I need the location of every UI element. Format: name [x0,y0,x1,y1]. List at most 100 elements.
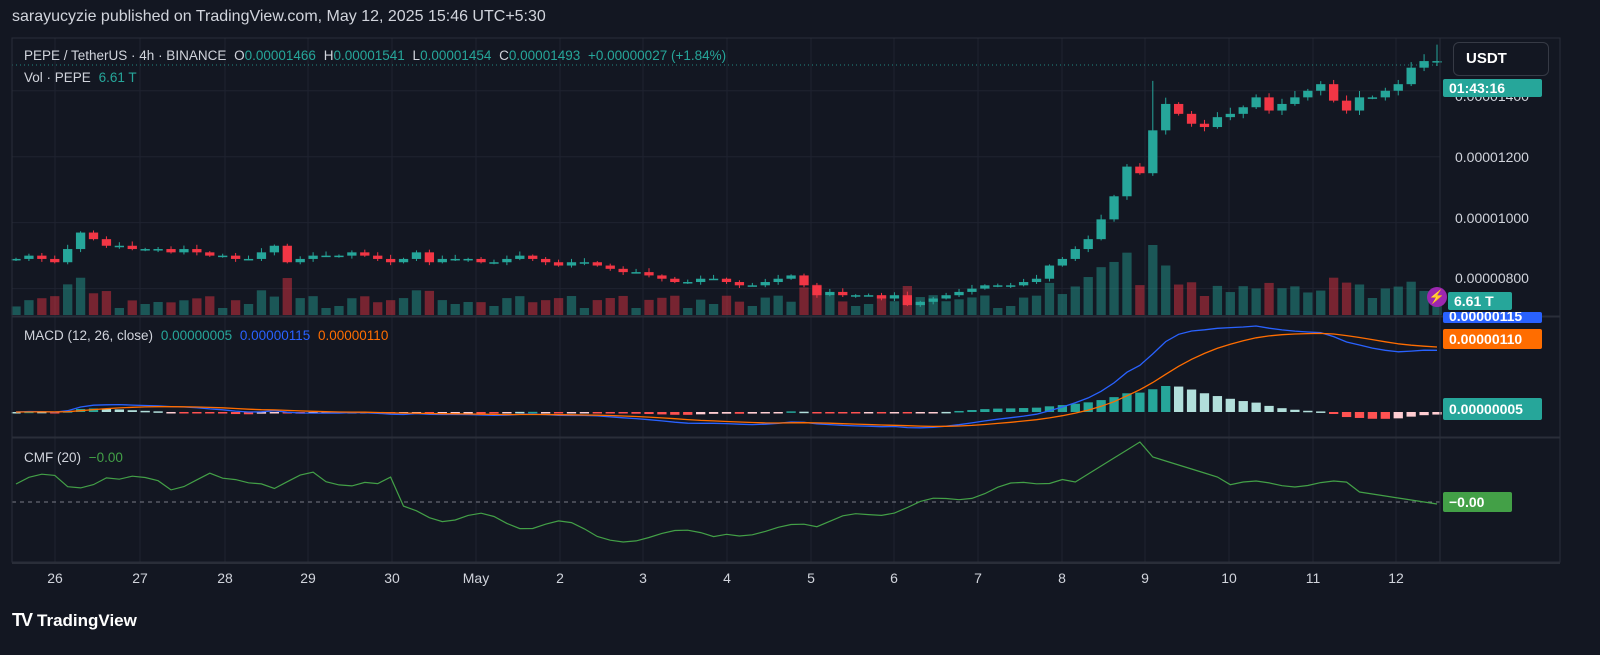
macd-histogram-bar [1419,412,1429,416]
macd-histogram-bar [1432,412,1442,415]
macd-signal-value: 0.00000110 [318,328,389,343]
volume-bar [1290,286,1300,315]
macd-histogram-bar [760,412,770,414]
candle-body [592,262,602,266]
volume-bar [1044,282,1055,315]
candle-body [1199,123,1210,128]
lightning-icon[interactable]: ⚡ [1427,287,1447,307]
macd-histogram-bar [928,412,938,414]
volume-bar [75,277,86,315]
currency-selector[interactable]: USDT [1453,42,1549,76]
macd-histogram-bar [734,412,745,414]
candle-body [502,258,512,263]
volume-bars [11,245,1442,315]
macd-histogram-bar [902,412,913,414]
volume-bar [1225,292,1235,315]
volume-bar [1031,295,1042,315]
macd-histogram-bar [889,412,900,414]
volume-bar [954,299,964,315]
volume-bar [1109,261,1119,315]
volume-bar [618,295,628,315]
symbol-title[interactable]: PEPE / TetherUS · 4h · BINANCE [24,48,227,63]
macd-line-value: 0.00000115 [239,328,311,343]
macd-histogram-bar [127,410,137,412]
macd-histogram-bar [683,412,693,415]
candle-body [1006,285,1016,287]
price-tick-2: 0.00001200 [1455,149,1529,165]
macd-histogram-bar [721,412,732,414]
macd-histogram-bar [915,412,925,414]
volume-bar [385,300,396,315]
macd-histogram-bar [1341,412,1352,418]
candle-body [37,255,47,259]
candle-body [1122,166,1132,197]
macd-histogram-bar [696,412,706,415]
volume-bar [1238,286,1248,315]
volume-bar [230,300,241,315]
date-label: 3 [639,570,647,586]
volume-bar [282,278,292,315]
macd-histogram-bar [37,411,47,414]
volume-bar [1006,306,1016,315]
macd-histogram-bar [1148,389,1158,412]
macd-hist-tag: 0.00000005 [1443,398,1542,420]
macd-histogram-bar [1406,412,1416,417]
cmf-legend[interactable]: CMF (20) −0.00 [24,450,127,465]
macd-histogram-bar [799,411,809,414]
macd-histogram-bar [980,409,990,412]
volume-bar [153,302,163,315]
macd-histogram-bar [463,412,473,414]
macd-histogram-bar [631,412,641,414]
macd-histogram-bar [747,412,757,414]
volume-bar [644,299,654,315]
macd-histogram-bar [592,412,602,414]
macd-histogram-bar [1161,386,1171,412]
volume-bar [1096,267,1106,315]
volume-bar [1354,284,1365,315]
volume-legend[interactable]: Vol · PEPE 6.61 T [24,70,141,85]
macd-histogram-bar [153,411,163,413]
volume-bar [863,304,874,315]
symbol-legend[interactable]: PEPE / TetherUS · 4h · BINANCE O0.000014… [24,48,730,63]
macd-histogram-bar [812,412,822,414]
macd-histogram-bar [1199,393,1210,412]
candle-body [1057,258,1068,266]
volume-bar [1186,282,1197,315]
volume-bar [1316,290,1326,315]
macd-histogram-bar [1173,386,1184,412]
candle-body [489,262,499,264]
price-tick-4: 0.00000800 [1455,270,1529,286]
macd-histogram-bar [863,412,874,414]
volume-bar [295,298,305,315]
volume-bar [1122,252,1132,315]
volume-bar [1367,298,1378,315]
volume-bar [928,295,938,315]
volume-bar [1018,297,1029,315]
macd-histogram-bar [1044,406,1055,412]
volume-bar [747,306,757,315]
volume-bar [1419,290,1429,315]
footer-brand[interactable]: TV TradingView [12,610,137,631]
candle-body [1264,97,1274,111]
candle-body [347,252,357,256]
volume-bar [24,300,34,315]
tradingview-logo-icon: TV [12,610,33,630]
macd-histogram-bar [476,412,486,414]
countdown-tag: 01:43:16 [1443,79,1542,97]
macd-legend[interactable]: MACD (12, 26, close) 0.00000005 0.000001… [24,328,392,343]
pane-separators [11,37,1561,564]
macd-histogram-bar [657,412,667,415]
candle-body [708,278,719,281]
candle-body [1341,100,1352,111]
macd-histogram-bar [786,411,796,413]
candle-body [1251,97,1261,108]
volume-bar [670,295,680,315]
candle-body [941,295,951,299]
macd-histogram-bar [851,412,861,414]
candle-body [424,252,435,263]
close-label: C [499,48,509,63]
candle-body [153,249,163,251]
candle-body [269,245,280,253]
volume-bar [553,298,564,315]
